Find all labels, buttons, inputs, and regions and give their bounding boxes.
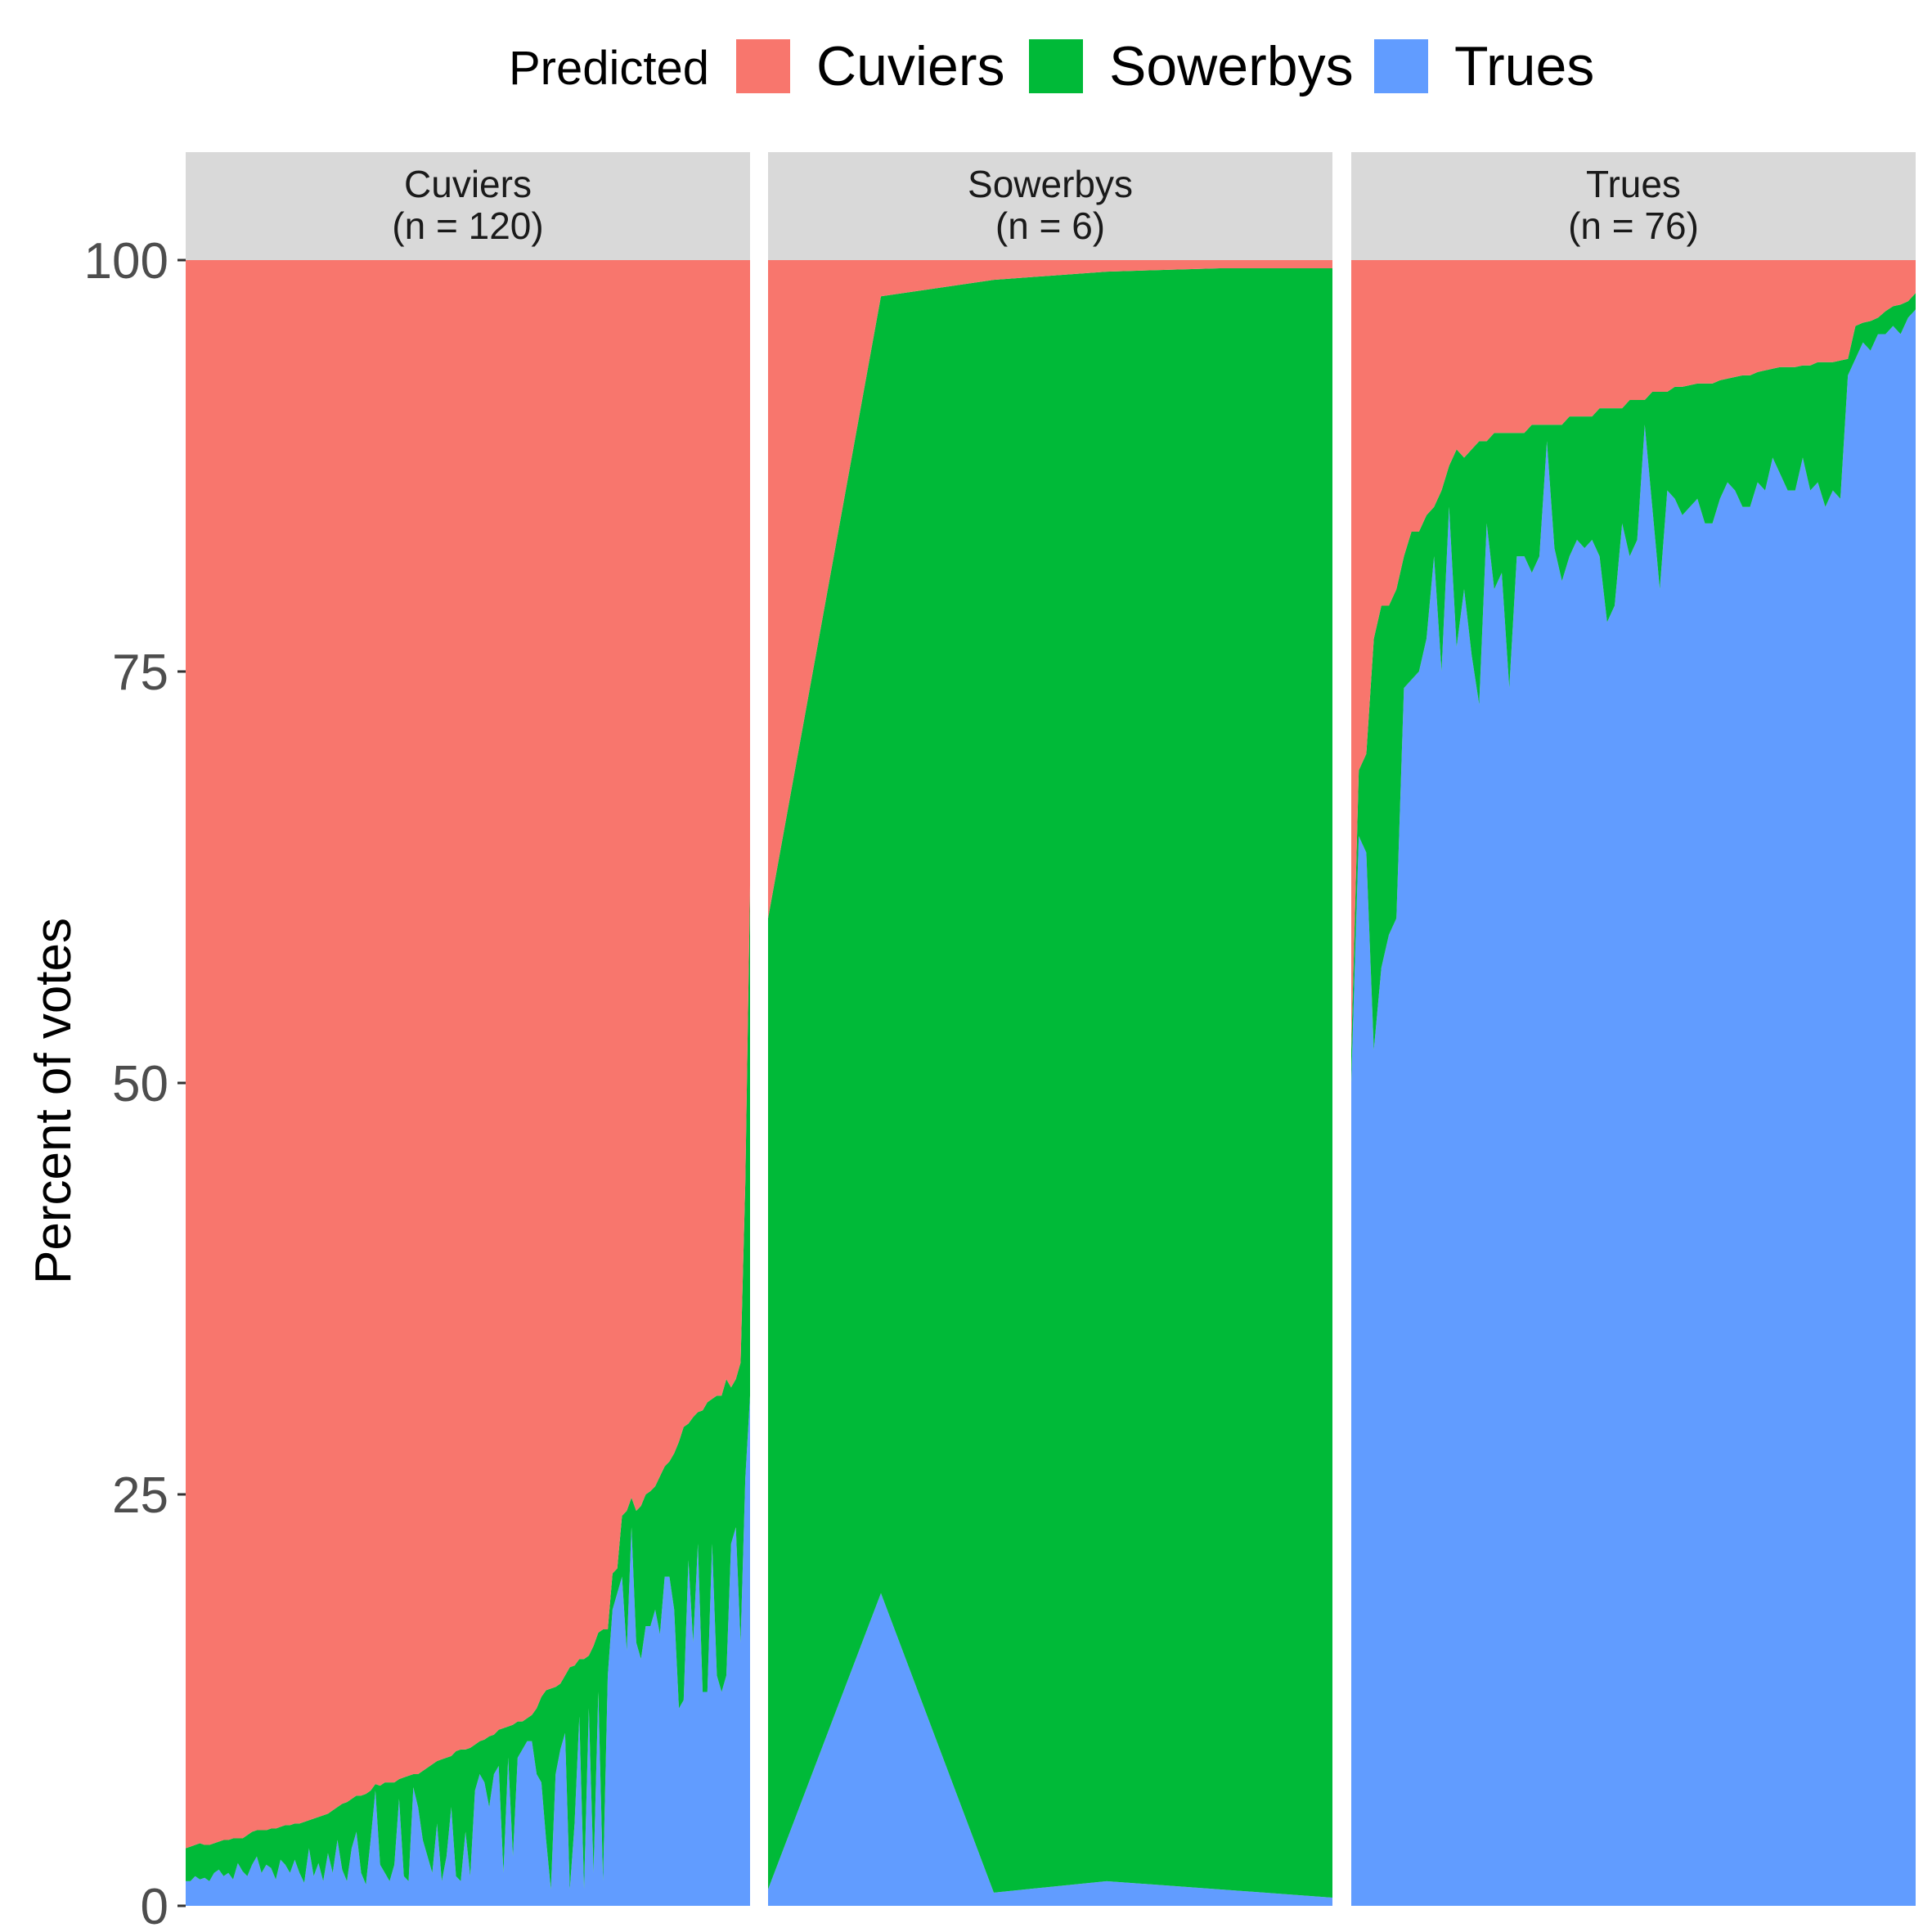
panel-cuviers: Cuviers(n = 120) xyxy=(186,152,750,1906)
area-trues-cuviers xyxy=(186,1395,750,1906)
facet-strip-count: (n = 6) xyxy=(995,204,1105,247)
area-cuviers-cuviers xyxy=(186,260,750,1849)
panel-trues: Trues(n = 76) xyxy=(1351,152,1916,1906)
area-trues-sowerbys xyxy=(768,1593,1332,1906)
facet-strip-title: Trues xyxy=(1586,163,1681,205)
legend-label-cuviers: Cuviers xyxy=(816,35,1005,97)
legend-swatch-trues xyxy=(1374,39,1428,93)
facet-strip-trues xyxy=(1351,152,1916,260)
legend-label-trues: Trues xyxy=(1454,35,1595,97)
area-sowerbys-trues xyxy=(1351,293,1916,1083)
legend: Predicted Cuviers Sowerbys Trues xyxy=(0,33,1932,106)
facet-strip-count: (n = 120) xyxy=(392,204,543,247)
area-cuviers-sowerbys xyxy=(768,260,1332,919)
y-tick-label-0: 0 xyxy=(141,1879,168,1932)
area-cuviers-trues xyxy=(1351,260,1916,1050)
y-tick-label-50: 50 xyxy=(112,1056,168,1112)
facet-strip-title: Cuviers xyxy=(404,163,532,205)
facet-strip-cuviers xyxy=(186,152,750,260)
legend-swatch-sowerbys xyxy=(1029,39,1083,93)
facet-strip-title: Sowerbys xyxy=(968,163,1133,205)
legend-title: Predicted xyxy=(509,42,710,95)
y-tick-label-25: 25 xyxy=(112,1467,168,1524)
facet-strip-sowerbys xyxy=(768,152,1332,260)
legend-label-sowerbys: Sowerbys xyxy=(1109,35,1354,97)
area-sowerbys-cuviers xyxy=(186,885,750,1889)
panel-sowerbys: Sowerbys(n = 6) xyxy=(768,152,1332,1906)
y-tick-label-75: 75 xyxy=(112,645,168,701)
legend-swatch-cuviers xyxy=(736,39,790,93)
area-trues-trues xyxy=(1351,309,1916,1906)
facet-strip-count: (n = 76) xyxy=(1568,204,1699,247)
area-sowerbys-sowerbys xyxy=(768,268,1332,1898)
y-tick-label-100: 100 xyxy=(84,233,168,290)
